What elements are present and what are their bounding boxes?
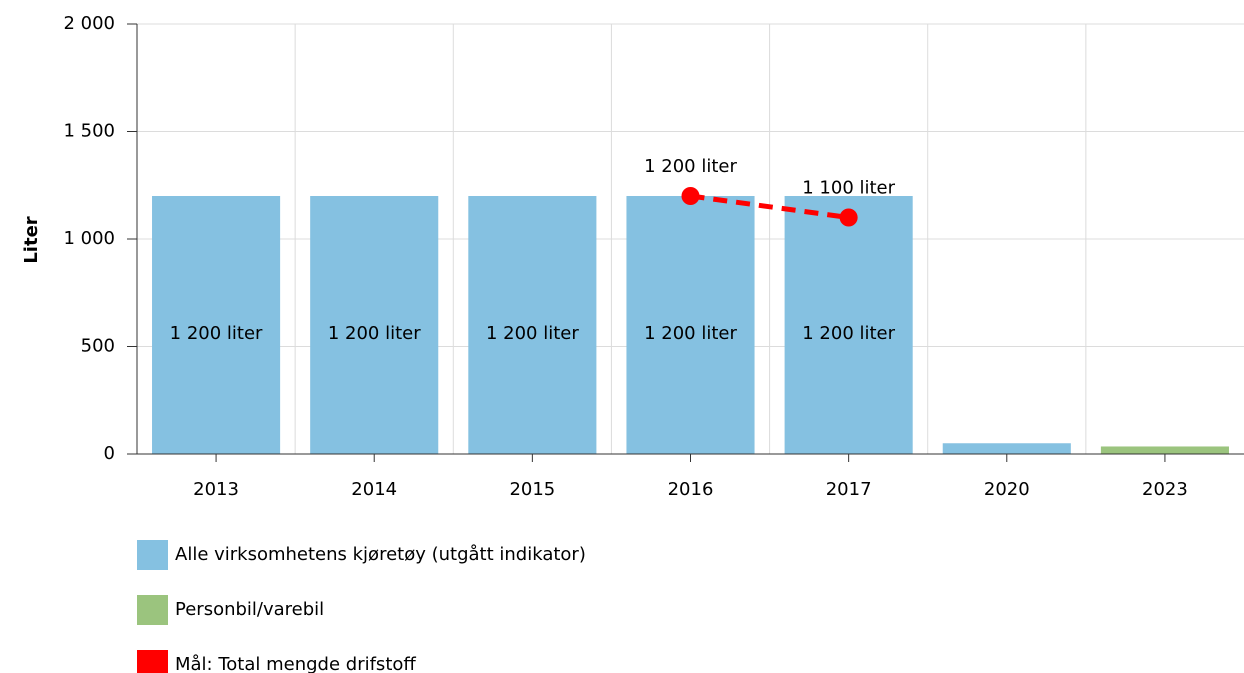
bar-value-label: 1 200 liter [802,323,895,344]
y-tick-label: 1 500 [63,121,115,142]
bar-value-label: 1 200 liter [328,323,421,344]
legend-label: Personbil/varebil [175,599,324,620]
bar-value-label: 1 200 liter [644,323,737,344]
bar-value-label: 1 200 liter [486,323,579,344]
y-tick-label: 0 [104,443,115,464]
y-tick-label: 500 [81,336,115,357]
legend-label: Alle virksomhetens kjøretøy (utgått indi… [175,544,586,565]
bar [626,196,755,454]
line-point [839,208,858,227]
point-value-label: 1 100 liter [802,178,895,199]
x-tick-label: 2013 [193,479,239,500]
x-tick-label: 2016 [668,479,714,500]
x-tick-label: 2020 [984,479,1030,500]
legend-swatch [137,595,168,625]
legend-swatch [137,650,168,673]
bar [468,196,597,454]
x-tick-label: 2017 [826,479,872,500]
bar [784,196,913,454]
bar [310,196,439,454]
bar-value-label: 1 200 liter [170,323,263,344]
bar [942,443,1071,454]
y-axis-label: Liter [21,216,42,263]
x-tick-label: 2015 [509,479,555,500]
line [690,193,849,220]
point-value-label: 1 200 liter [644,156,737,177]
y-tick-label: 1 000 [63,228,115,249]
y-tick-label: 2 000 [63,13,115,34]
legend-label: Mål: Total mengde drifstoff [175,654,416,673]
legend-swatch [137,540,168,570]
x-tick-label: 2014 [351,479,397,500]
x-tick-label: 2023 [1142,479,1188,500]
bar [1100,446,1229,454]
line-point [681,187,700,205]
bar [152,196,281,454]
